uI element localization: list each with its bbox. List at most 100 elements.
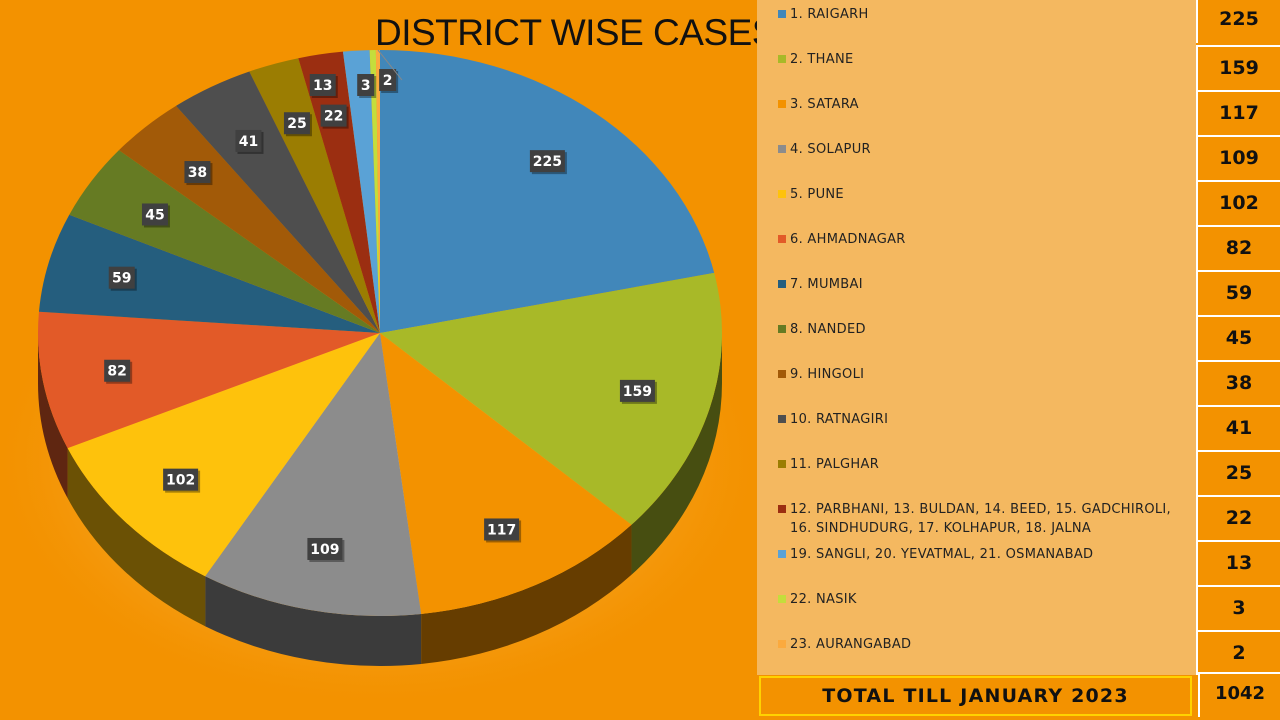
data-label-group-11: 25: [283, 112, 312, 137]
data-label-box: [379, 69, 397, 91]
value-cell-1: 225: [1196, 0, 1280, 43]
data-label-10: 41: [239, 134, 258, 150]
data-label-group-15: 2: [379, 69, 399, 93]
data-label-group-4: 109: [307, 537, 345, 562]
value-cell-8: 45: [1196, 315, 1280, 360]
data-label-7: 59: [112, 271, 131, 287]
data-label-box: [283, 112, 310, 135]
legend-label: 3. SATARA: [790, 97, 859, 112]
legend-label: 5. PUNE: [790, 187, 844, 202]
pie-side-5: [67, 448, 206, 627]
pie-slice-3: [380, 333, 632, 614]
data-label-group-14: 3: [357, 74, 377, 98]
legend-item-12: 12. PARBHANI, 13. BULDAN, 14. BEED, 15. …: [778, 500, 1190, 538]
legend-item-5: 5. PUNE: [778, 185, 1190, 204]
legend-swatch: [778, 505, 786, 513]
legend-swatch: [778, 235, 786, 243]
data-label-box: [357, 74, 375, 96]
legend-label: 8. NANDED: [790, 322, 866, 337]
data-label-group-10: 41: [235, 129, 264, 154]
legend-label: 10. RATNAGIRI: [790, 412, 889, 427]
pie-slice-1: [380, 50, 715, 333]
legend-swatch: [778, 55, 786, 63]
legend-item-8: 8. NANDED: [778, 320, 1190, 339]
legend-swatch: [778, 595, 786, 603]
legend-item-9: 9. HINGOLI: [778, 365, 1190, 384]
pie-slice-11: [249, 58, 380, 334]
legend-label: 23. AURANGABAD: [790, 637, 912, 652]
pie-side-6: [38, 333, 68, 499]
value-cell-10: 41: [1196, 405, 1280, 450]
pie-chart: 225 159 117 109 102 82 59 45 38 41 25 22 13 3 2: [0, 49, 757, 710]
data-label-group-9: 38: [184, 161, 213, 186]
legend-label: 1. RAIGARH: [790, 7, 869, 22]
value-cell-9: 38: [1196, 360, 1280, 405]
pie-side-4: [205, 576, 422, 666]
legend-label: 7. MUMBAI: [790, 277, 863, 292]
legend-item-7: 7. MUMBAI: [778, 275, 1190, 294]
data-label-5: 102: [166, 473, 195, 489]
data-label-group-6: 82: [104, 359, 133, 384]
legend-panel: 1. RAIGARH 2. THANE 3. SATARA 4. SOLAPUR 5. …: [757, 0, 1196, 675]
pie-side-2: [631, 333, 722, 575]
legend-item-2: 2. THANE: [778, 50, 1190, 69]
pie-slice-14: [369, 50, 380, 334]
legend-swatch: [778, 460, 786, 468]
leader-line: [377, 49, 403, 81]
data-label-group-13: 13: [309, 74, 338, 98]
data-label-15: 2: [383, 73, 393, 89]
pie-slice-4: [205, 333, 422, 617]
chart-title: DISTRICT WISE CASES: [375, 12, 777, 53]
legend-item-6: 6. AHMADNAGAR: [778, 230, 1190, 249]
value-cell-6: 82: [1196, 225, 1280, 270]
pie-slice-10: [175, 71, 380, 333]
pie-side-3: [421, 524, 632, 664]
total-label: TOTAL TILL JANUARY 2023: [759, 676, 1192, 716]
data-label-6: 82: [107, 364, 126, 380]
value-cell-14: 3: [1196, 585, 1280, 630]
legend-label: 11. PALGHAR: [790, 457, 880, 472]
data-label-14: 3: [361, 78, 371, 94]
data-label-group-5: 102: [163, 468, 201, 493]
legend-label: 19. SANGLI, 20. YEVATMAL, 21. OSMANABAD: [790, 547, 1094, 562]
value-cell-4: 109: [1196, 135, 1280, 180]
values-column: 225 159 117 109 102 82 59 45 38 41 25 22 13 3 2: [1196, 0, 1280, 720]
data-label-group-7: 59: [108, 266, 137, 291]
legend-swatch: [778, 415, 786, 423]
legend-item-10: 10. RATNAGIRI: [778, 410, 1190, 429]
data-label-box: [184, 161, 211, 184]
data-label-9: 38: [188, 165, 207, 181]
pie-slice-12: [298, 51, 380, 334]
value-cell-11: 25: [1196, 450, 1280, 495]
legend-swatch: [778, 550, 786, 558]
data-label-11: 25: [287, 116, 306, 132]
legend-item-13: 19. SANGLI, 20. YEVATMAL, 21. OSMANABAD: [778, 545, 1190, 564]
data-label-box: [320, 104, 347, 127]
pie-slice-15: [375, 50, 380, 333]
data-label-1: 225: [533, 154, 562, 170]
value-cell-7: 59: [1196, 270, 1280, 315]
data-label-3: 117: [487, 522, 516, 538]
data-label-8: 45: [145, 207, 164, 223]
data-label-4: 109: [310, 542, 339, 558]
data-label-box: [108, 266, 135, 289]
pie-slice-2: [380, 272, 723, 525]
legend-item-1: 1. RAIGARH: [778, 5, 1190, 24]
legend-item-14: 22. NASIK: [778, 590, 1190, 609]
data-label-group-2: 159: [619, 379, 657, 404]
legend-swatch: [778, 640, 786, 648]
legend-label: 6. AHMADNAGAR: [790, 232, 906, 247]
legend-label: 12. PARBHANI, 13. BULDAN, 14. BEED, 15. …: [790, 502, 1171, 536]
legend-item-15: 23. AURANGABAD: [778, 635, 1190, 654]
data-label-2: 159: [623, 384, 652, 400]
data-label-box: [235, 129, 262, 152]
data-label-box: [163, 468, 199, 491]
data-label-group-8: 45: [141, 203, 170, 228]
value-cell-3: 117: [1196, 90, 1280, 135]
legend-swatch: [778, 145, 786, 153]
legend-swatch: [778, 325, 786, 333]
pie-chart-area: 225 159 117 109 102 82 59 45 38 41 25 22 13 3 2 DISTRI…: [0, 12, 777, 710]
data-label-group-3: 117: [484, 518, 522, 543]
data-label-box: [484, 518, 520, 541]
legend-swatch: [778, 190, 786, 198]
